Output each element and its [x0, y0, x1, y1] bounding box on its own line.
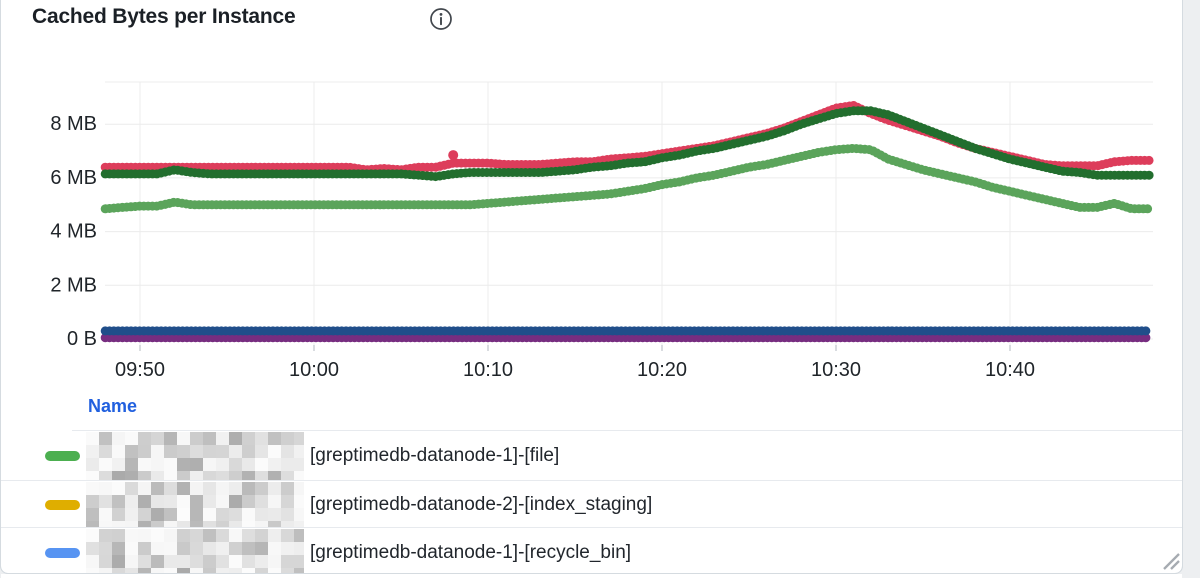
panel-resize-handle[interactable] — [1156, 546, 1182, 572]
legend-name-header[interactable]: Name — [88, 396, 138, 416]
x-axis-label: 10:20 — [637, 359, 687, 381]
series-color-dash — [45, 499, 80, 510]
legend-series-label: [greptimedb-datanode-1]-[recycle_bin] — [310, 542, 632, 563]
legend-series-label: [greptimedb-datanode-1]-[file] — [310, 445, 560, 466]
y-axis-label: 0 B — [67, 328, 97, 350]
legend-row[interactable]: [greptimedb-datanode-1]-[recycle_bin] — [0, 528, 1183, 578]
redacted-name-mosaic — [86, 432, 304, 480]
legend-header-row: Name — [88, 396, 137, 417]
series-color-dash — [45, 548, 80, 558]
legend-header-divider — [72, 430, 1183, 431]
x-axis-label: 10:00 — [289, 359, 339, 381]
x-axis-label: 09:50 — [115, 359, 165, 381]
y-axis-label: 8 MB — [50, 113, 97, 135]
x-axis-label: 10:40 — [985, 359, 1035, 381]
x-axis-label: 10:30 — [811, 359, 861, 381]
redacted-name-mosaic — [86, 529, 304, 577]
series-dark-green-series — [100, 106, 1154, 182]
series-light-green-series — [100, 143, 1154, 214]
legend-row[interactable]: [greptimedb-datanode-1]-[file] — [0, 431, 1183, 481]
outlier-point — [448, 150, 459, 161]
x-axis-label: 10:10 — [463, 359, 513, 381]
legend-series-label: [greptimedb-datanode-2]-[index_staging] — [310, 493, 653, 515]
legend-row[interactable]: [greptimedb-datanode-2]-[index_staging] — [0, 481, 1183, 528]
panel-title: Cached Bytes per Instance — [32, 5, 296, 28]
redacted-name-mosaic — [86, 482, 304, 527]
y-axis-label: 6 MB — [50, 167, 97, 189]
info-circle-icon[interactable] — [428, 6, 454, 32]
series-color-dash — [45, 451, 80, 461]
y-axis-label: 4 MB — [50, 221, 97, 243]
panel-bottom-clip — [1, 574, 1182, 578]
y-axis-label: 2 MB — [50, 274, 97, 296]
